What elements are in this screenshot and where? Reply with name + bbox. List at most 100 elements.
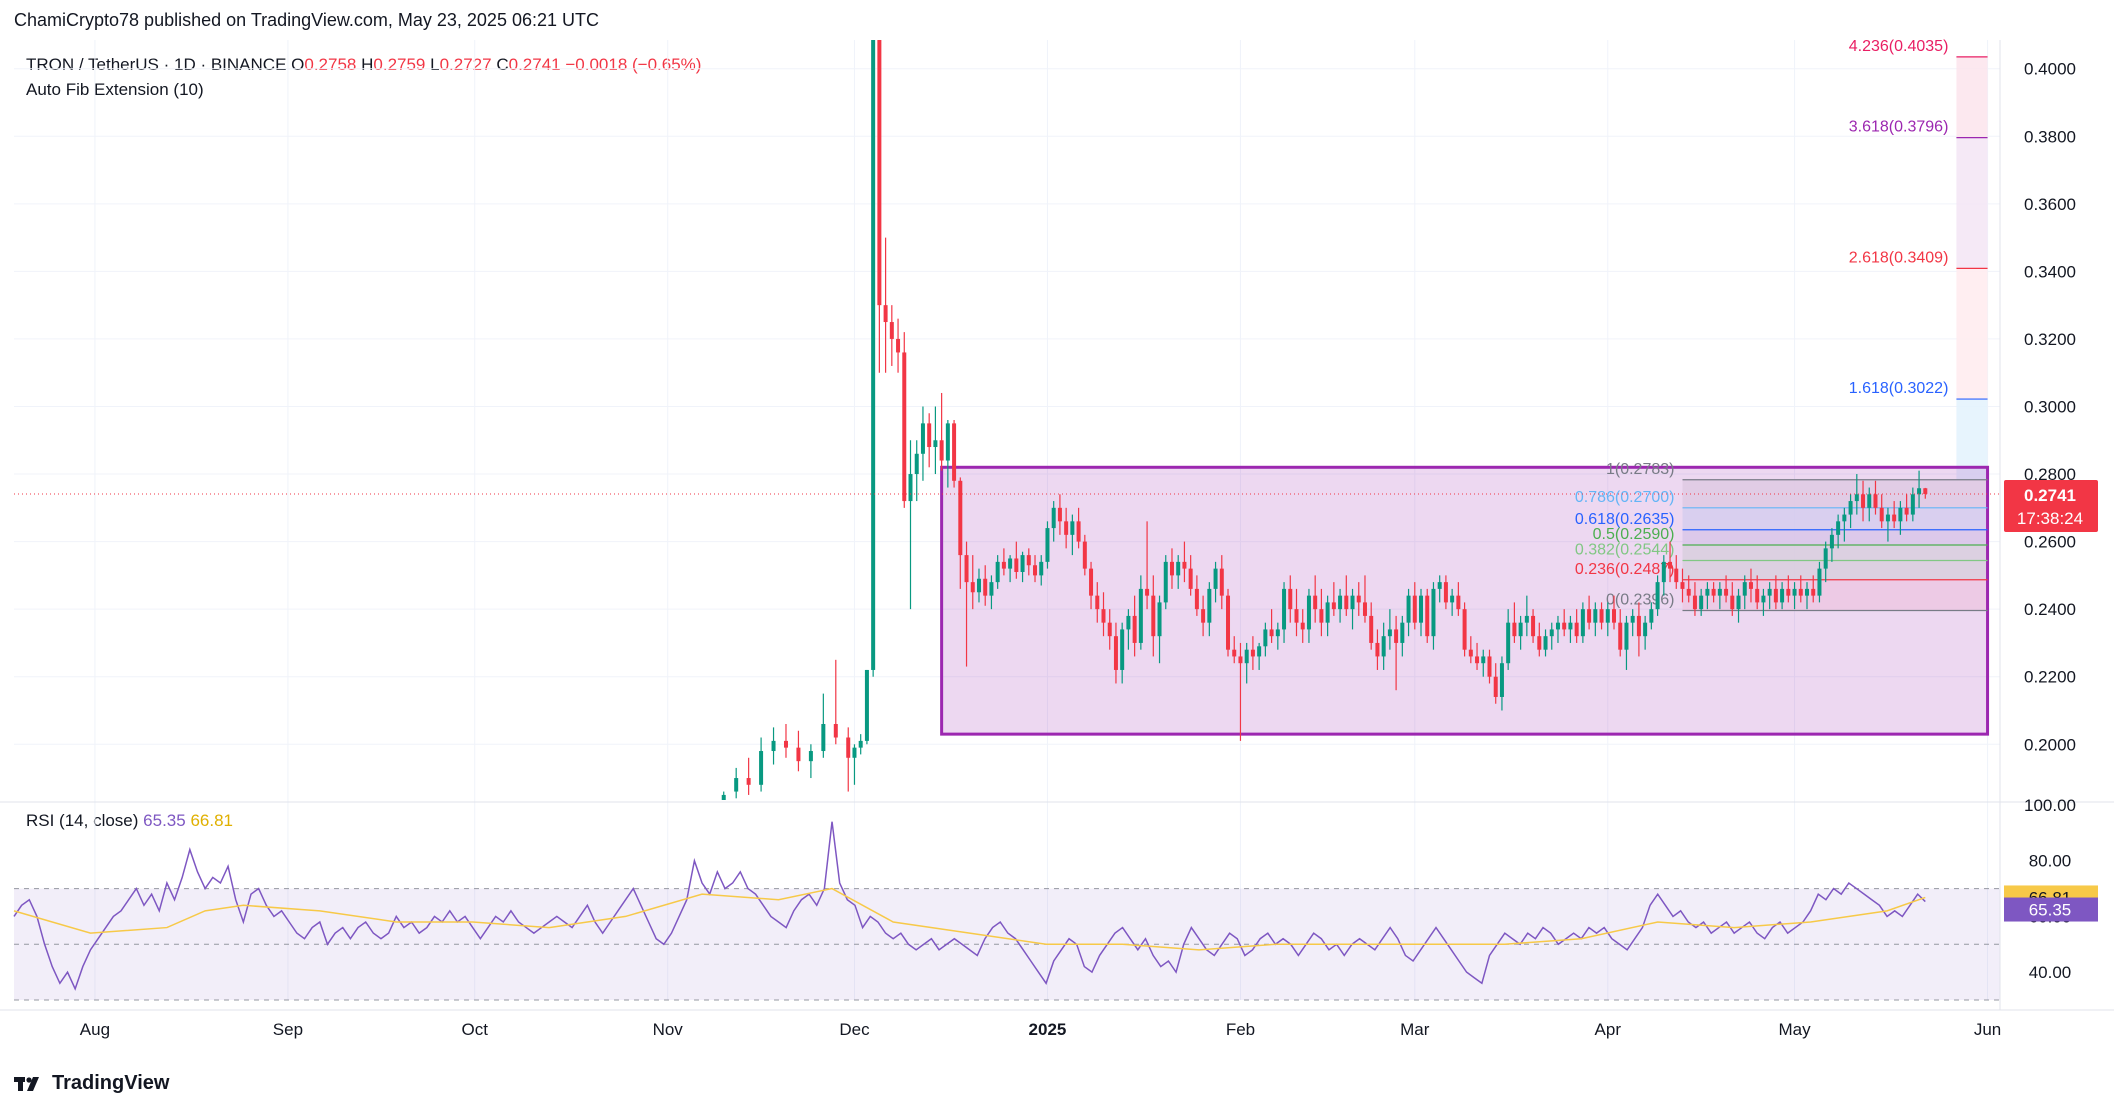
price-tick-label: 0.2200	[2024, 668, 2076, 687]
candle-body	[1064, 521, 1069, 535]
rsi-ma-line	[13, 887, 1926, 951]
candle-body	[1338, 595, 1343, 610]
candle-body	[1674, 568, 1679, 583]
candle-body	[1904, 507, 1909, 515]
candle-body	[1668, 561, 1673, 569]
candle-body	[1014, 558, 1019, 572]
high-value: 0.2759	[373, 55, 426, 74]
fib-zone	[1682, 529, 1988, 545]
candle-body	[1437, 582, 1442, 589]
candle-body	[1300, 622, 1305, 630]
candle-body	[1630, 615, 1635, 623]
candle-body	[920, 423, 925, 454]
candle-body	[1076, 521, 1081, 542]
fib-label: 2.618(0.3409)	[1849, 249, 1949, 266]
candle-body	[1786, 588, 1791, 596]
candle-body	[1157, 602, 1162, 637]
candle-body	[1394, 629, 1399, 643]
candle-body	[1070, 521, 1075, 535]
candle-body	[914, 453, 919, 475]
candle-body	[1649, 609, 1654, 623]
candle-body	[746, 778, 751, 785]
candle-body	[759, 751, 764, 785]
candle-body	[1605, 609, 1610, 623]
candle-body	[945, 423, 950, 461]
candle-body	[1456, 595, 1461, 610]
symbol-name[interactable]: TRON / TetherUS · 1D · BINANCE	[26, 55, 287, 74]
candle-body	[721, 794, 726, 800]
candle-body	[1350, 595, 1355, 610]
candle-body	[1555, 622, 1560, 630]
candle-body	[1008, 558, 1013, 569]
candle-body	[1574, 622, 1579, 637]
candle-body	[1325, 602, 1330, 623]
candle-body	[908, 474, 913, 502]
rsi-tag	[2004, 897, 2098, 922]
candle-body	[1138, 588, 1143, 643]
price-tick-label: 0.3200	[2024, 330, 2076, 349]
candle-body	[1132, 615, 1137, 643]
last-price-tag	[2004, 479, 2098, 532]
candle-body	[1176, 561, 1181, 576]
candle-body	[1313, 595, 1318, 610]
fib-label: 1(0.2783)	[1606, 461, 1675, 478]
candle-body	[1854, 494, 1859, 502]
candle-body	[852, 747, 857, 758]
time-tick-label: Jun	[1974, 1020, 2001, 1039]
candle-body	[1319, 609, 1324, 623]
candle-body	[889, 322, 894, 339]
candle-body	[1699, 595, 1704, 610]
candle-body	[734, 778, 739, 792]
candle-body	[821, 724, 826, 752]
candle-body	[1269, 629, 1274, 637]
candle-body	[952, 423, 957, 481]
candle-body	[995, 561, 1000, 583]
fib-zone	[1682, 560, 1988, 580]
fib-label: 3.618(0.3796)	[1849, 119, 1949, 136]
candle-body	[1717, 588, 1722, 596]
tradingview-icon	[14, 1075, 44, 1093]
candle-body	[1244, 649, 1249, 664]
candle-body	[1226, 595, 1231, 650]
candle-body	[1612, 609, 1617, 623]
candle-body	[1817, 568, 1822, 596]
candle-body	[771, 740, 776, 752]
candle-body	[1381, 636, 1386, 657]
candle-body	[1537, 636, 1542, 650]
candle-body	[1400, 622, 1405, 643]
candle-body	[1836, 521, 1841, 535]
candle-body	[1026, 555, 1031, 566]
candle-body	[958, 480, 963, 556]
candle-body	[1823, 548, 1828, 569]
price-tick-label: 0.2600	[2024, 533, 2076, 552]
candle-body	[983, 578, 988, 596]
candle-body	[1873, 494, 1878, 508]
candle-body	[1406, 595, 1411, 623]
candle-body	[1145, 588, 1150, 596]
candle-body	[1748, 582, 1753, 589]
candle-body	[1051, 507, 1056, 529]
candle-body	[964, 555, 969, 583]
fib-zone	[1682, 479, 1988, 508]
candle-body	[1375, 642, 1380, 657]
candle-body	[1151, 595, 1156, 637]
candle-body	[1362, 602, 1367, 616]
candle-body	[1194, 588, 1199, 610]
candle-body	[1892, 514, 1897, 522]
candle-body	[1481, 656, 1486, 664]
indicator-name[interactable]: Auto Fib Extension (10)	[26, 80, 204, 99]
candle-body	[1201, 609, 1206, 623]
fib-label: 1.618(0.3022)	[1849, 380, 1949, 397]
time-tick-label: Aug	[80, 1020, 110, 1039]
rsi-legend[interactable]: RSI (14, close) 65.35 66.81	[26, 811, 233, 831]
fib-label: 0.382(0.2544)	[1575, 542, 1675, 559]
candle-body	[1294, 609, 1299, 623]
candle-body	[1412, 595, 1417, 623]
candle-body	[1089, 568, 1094, 596]
rsi-ma-value: 66.81	[190, 811, 233, 830]
candle-body	[1543, 636, 1548, 650]
candle-body	[1773, 588, 1778, 603]
time-tick-label: Dec	[839, 1020, 870, 1039]
candle-body	[1263, 629, 1268, 647]
